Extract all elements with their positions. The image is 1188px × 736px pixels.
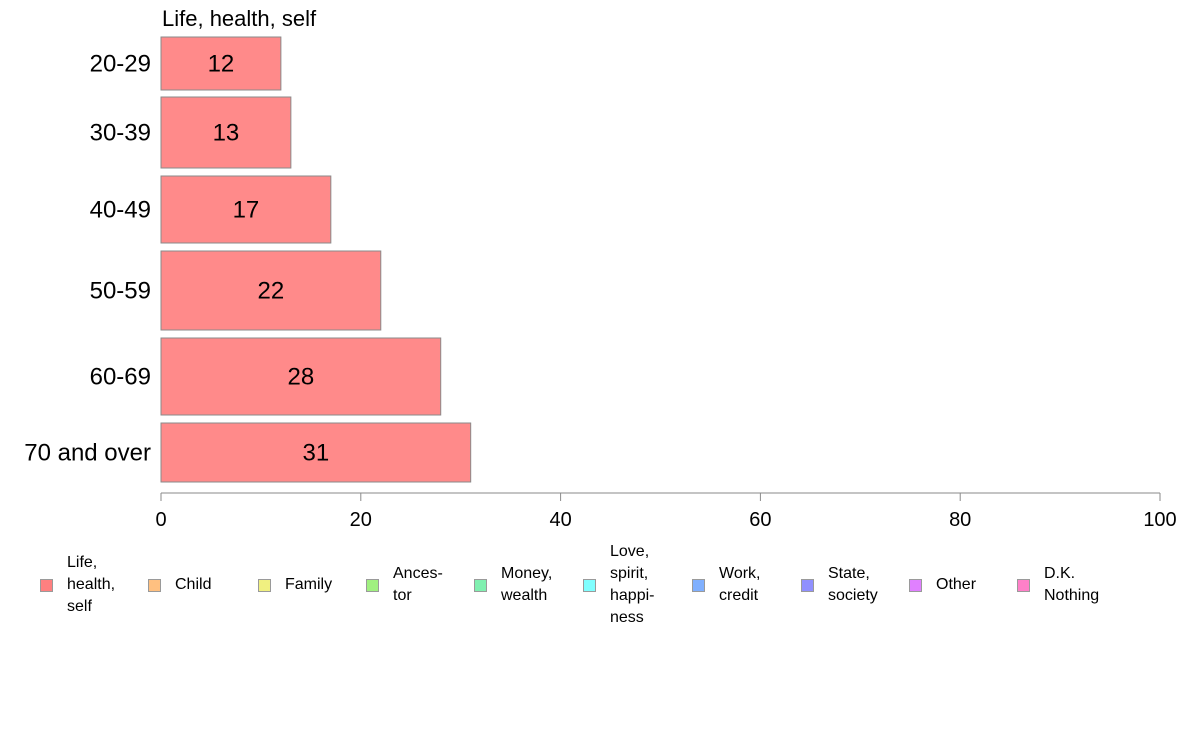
legend-swatch-2 bbox=[258, 578, 271, 592]
legend-item-5: Love, spirit, happi- ness bbox=[583, 541, 654, 629]
bar-1 bbox=[160, 96, 292, 169]
x-tick-label-4: 80 bbox=[949, 509, 971, 531]
bars-group: 12 20-29 13 30-39 17 40-49 22 50-59 28 60-69 31 70 … bbox=[24, 36, 472, 483]
legend-swatch-1 bbox=[148, 578, 161, 592]
legend-label-1: Child bbox=[175, 576, 212, 593]
legend-label-3: Ances- tor bbox=[393, 565, 443, 604]
bar-value-label-5: 31 bbox=[302, 440, 329, 467]
bar-value-label-1: 13 bbox=[213, 120, 240, 147]
x-tick-label-5: 100 bbox=[1143, 509, 1176, 531]
legend-item-7: State, society bbox=[801, 563, 878, 607]
legend-label-9: D.K. Nothing bbox=[1044, 565, 1100, 604]
legend: Life, health, self Child Family Ances- tor M… bbox=[0, 540, 1188, 640]
legend-item-3: Ances- tor bbox=[366, 563, 443, 607]
legend-label-8: Other bbox=[936, 576, 977, 593]
legend-swatch-8 bbox=[909, 578, 922, 592]
category-label-0: 20-29 bbox=[90, 51, 151, 78]
x-tick-label-1: 20 bbox=[350, 509, 372, 531]
x-tick-label-0: 0 bbox=[155, 509, 166, 531]
legend-swatch-5 bbox=[583, 578, 596, 592]
legend-label-5: Love, spirit, happi- ness bbox=[610, 543, 655, 626]
legend-item-0: Life, health, self bbox=[40, 552, 115, 618]
x-tick-label-3: 60 bbox=[749, 509, 771, 531]
bar-2 bbox=[160, 175, 332, 244]
legend-label-0: Life, health, self bbox=[67, 554, 116, 615]
legend-item-8: Other bbox=[909, 574, 976, 596]
chart-title: Life, health, self bbox=[162, 6, 317, 31]
legend-item-9: D.K. Nothing bbox=[1017, 563, 1099, 607]
legend-swatch-7 bbox=[801, 578, 814, 592]
category-label-2: 40-49 bbox=[90, 197, 151, 224]
bar-5 bbox=[160, 422, 472, 483]
bar-value-label-4: 28 bbox=[288, 364, 315, 391]
legend-label-4: Money, wealth bbox=[501, 565, 553, 604]
legend-swatch-3 bbox=[366, 578, 379, 592]
legend-swatch-4 bbox=[474, 578, 487, 592]
category-label-3: 50-59 bbox=[90, 278, 151, 305]
legend-label-2: Family bbox=[285, 576, 333, 593]
legend-label-7: State, society bbox=[828, 565, 878, 604]
bar-value-label-2: 17 bbox=[233, 197, 260, 224]
category-label-4: 60-69 bbox=[90, 364, 151, 391]
legend-item-2: Family bbox=[258, 574, 332, 596]
bar-chart: Life, health, self 12 20-29 13 30-39 17 40-49… bbox=[24, 6, 1177, 531]
bar-value-label-0: 12 bbox=[208, 51, 235, 78]
bar-4 bbox=[160, 337, 442, 416]
category-label-1: 30-39 bbox=[90, 120, 151, 147]
legend-item-6: Work, credit bbox=[692, 563, 760, 607]
x-axis: 0 20 40 60 80 100 bbox=[155, 492, 1177, 531]
legend-item-4: Money, wealth bbox=[474, 563, 552, 607]
legend-swatch-0 bbox=[40, 578, 53, 592]
legend-item-1: Child bbox=[148, 574, 211, 596]
legend-swatch-9 bbox=[1017, 578, 1030, 592]
category-label-5: 70 and over bbox=[24, 440, 151, 467]
bar-0 bbox=[160, 36, 282, 91]
x-tick-label-2: 40 bbox=[549, 509, 571, 531]
bar-3 bbox=[160, 250, 382, 331]
bar-value-label-3: 22 bbox=[258, 278, 285, 305]
legend-swatch-6 bbox=[692, 578, 705, 592]
legend-label-6: Work, credit bbox=[719, 565, 761, 604]
